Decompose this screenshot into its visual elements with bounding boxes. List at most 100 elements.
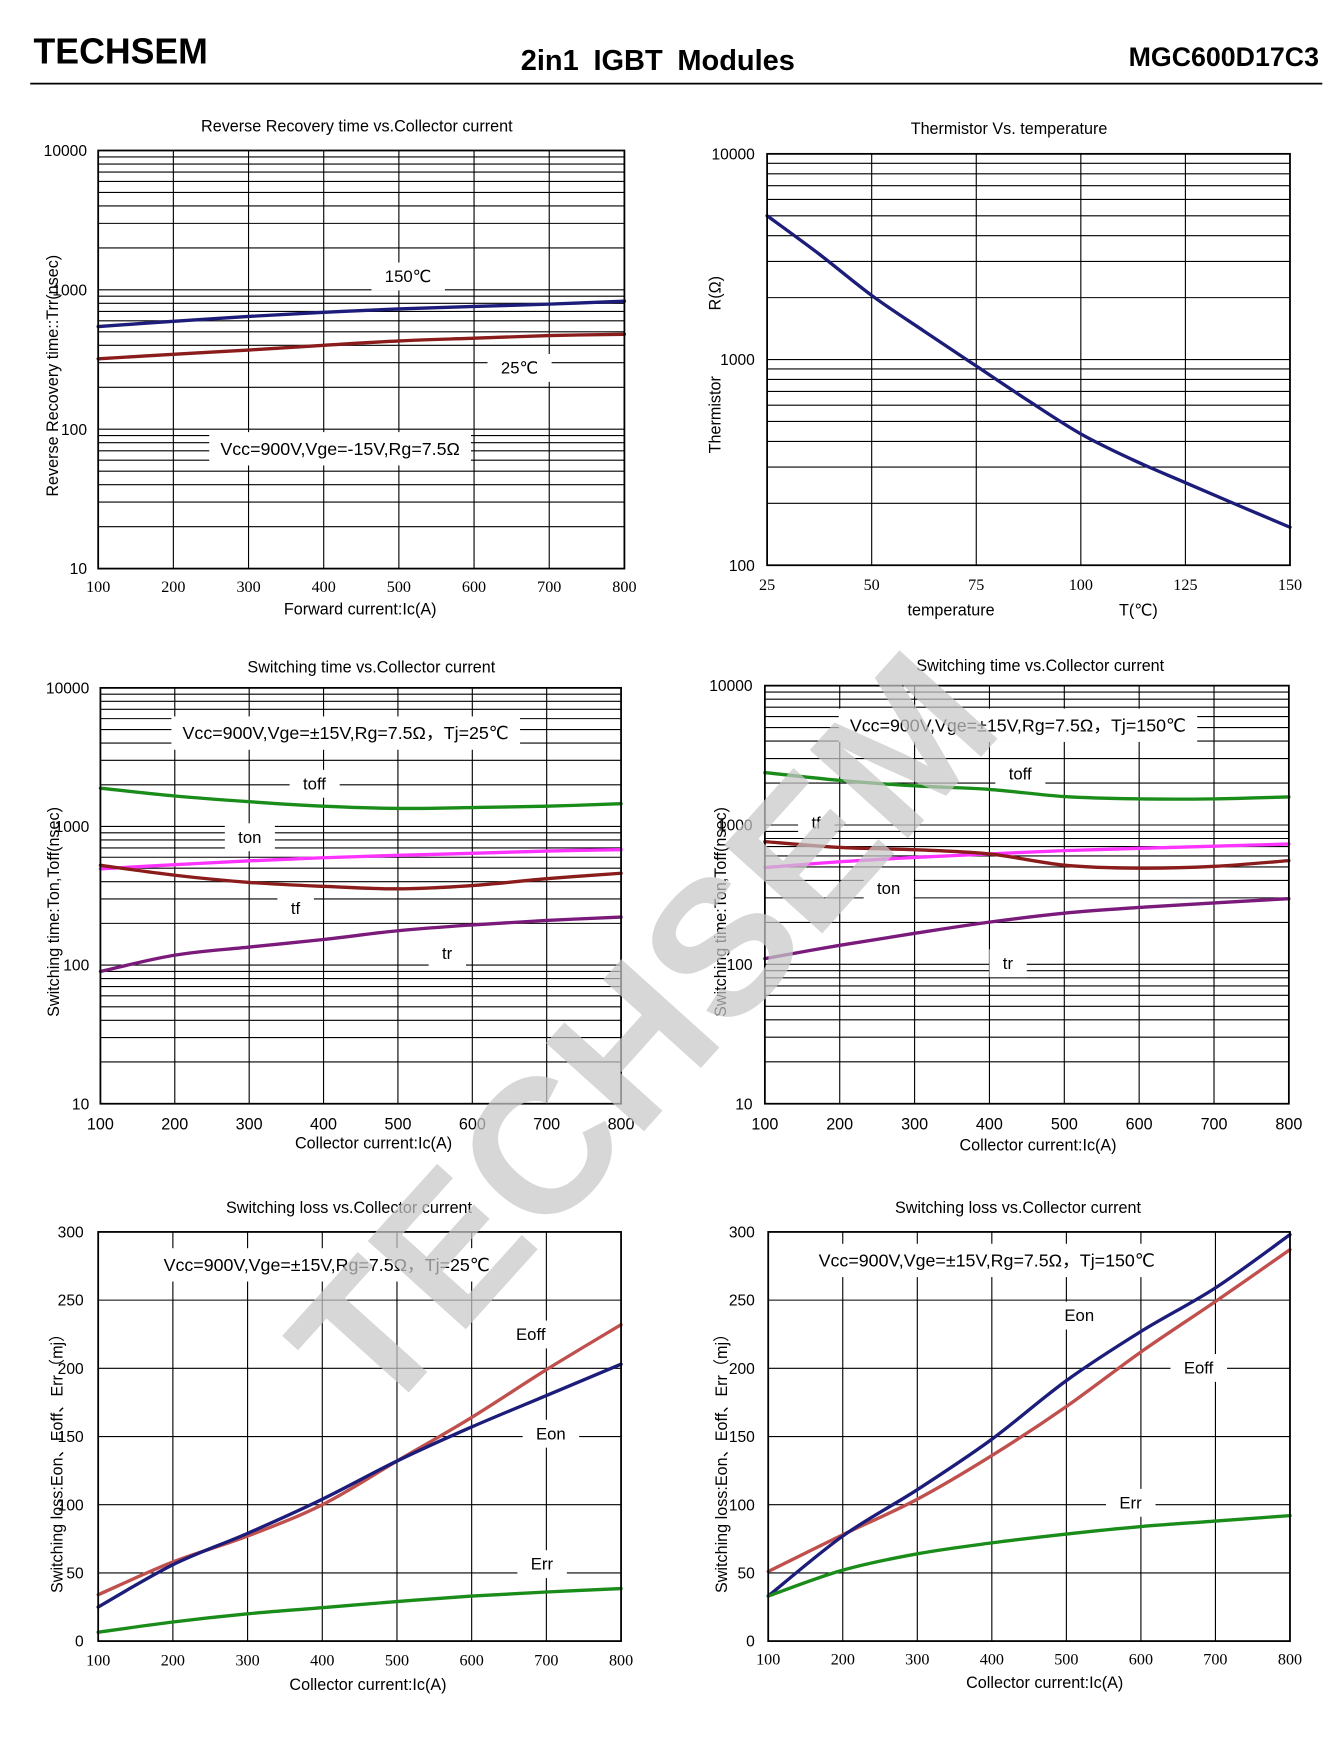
label-backdrop [502,1320,560,1349]
x-tick-label: 75 [968,577,984,594]
y-tick-label: 10000 [711,146,755,163]
chart-3-label-backdrops [171,716,521,968]
y-tick-label: 1000 [718,818,753,835]
chart-3-grid [99,687,622,1105]
x-tick-label: 600 [459,1115,486,1133]
label-backdrop [487,353,552,382]
chart-5-series [96,1323,623,1634]
y-tick-label: 150 [58,1429,84,1446]
plot-frame [767,1231,1291,1642]
y-tick-label: 100 [729,558,755,575]
y-tick-label: 1000 [52,282,87,299]
series-label-tr: tr [1003,954,1014,973]
series-line-curve [765,214,1292,529]
series-line-tr [763,897,1291,961]
chart-title: Switching loss vs.Collector current [895,1199,1142,1217]
series-label-tf: tf [812,813,822,832]
label-backdrop [171,716,521,750]
y-tick-label: 300 [729,1225,755,1242]
y-tick-label: 50 [737,1565,755,1582]
x-tick-label: 300 [905,1651,929,1668]
label-backdrop [224,823,275,852]
y-tick-label: 300 [58,1225,84,1242]
x-axis-unit: T(℃) [1119,601,1158,619]
chart-title: Thermistor Vs. temperature [911,120,1108,138]
x-tick-label: 400 [980,1651,1004,1668]
page-header: TECHSEM 2in1 IGBT Modules MGC600D17C3 [30,32,1323,85]
x-tick-label: 800 [609,1653,633,1670]
label-backdrop [798,808,835,837]
y-axis-label: Switching time:Ton,Toff(nsec) [712,807,730,1017]
y-tick-label: 250 [729,1293,755,1310]
test-conditions: Vcc=900V,Vge=±15V,Rg=7.5Ω，Tj=150℃ [850,715,1186,735]
x-tick-label: 500 [384,1115,411,1133]
x-tick-label: 600 [460,1653,484,1670]
y-tick-label: 50 [66,1565,84,1582]
y-tick-label: 10000 [44,143,88,160]
series-line-eoff [96,1323,623,1597]
chart-title: Switching loss vs.Collector current [226,1199,473,1217]
label-backdrop [1051,1301,1108,1330]
x-tick-label: 150 [1278,577,1302,594]
x-tick-label: 100 [751,1115,778,1133]
x-tick-label: 500 [387,579,411,596]
chart-4: 10000 1000 100 10 100 200 300 400 500 600 700 800 Sw… [709,657,1302,1154]
chart-2-series [765,214,1292,529]
y-tick-label: 10 [72,1096,90,1113]
chart-title: Reverse Recovery time vs.Collector curre… [201,118,513,136]
x-tick-label: 600 [1129,1651,1153,1668]
x-tick-label: 125 [1173,577,1197,594]
label-backdrop [838,708,1198,742]
label-backdrop [522,1419,580,1448]
series-line-toff [763,770,1291,801]
x-tick-label: 700 [533,1115,560,1133]
label-backdrop [428,939,466,968]
label-backdrop [371,262,445,291]
series-label-eoff: Eoff [1184,1359,1214,1378]
test-conditions: Vcc=900V,Vge=±15V,Rg=7.5Ω，Tj=25℃ [183,723,509,743]
series-line-ton [98,848,623,871]
y-axis-label: Reverse Recovery time::Trr(nsec) [44,255,62,497]
series-line-err [96,1586,623,1634]
plot-frame [99,686,622,1105]
x-tick-label: 300 [236,579,260,596]
test-conditions: Vcc=900V,Vge=-15V,Rg=7.5Ω [220,439,460,459]
label-backdrop [289,769,340,798]
x-axis-label: temperature [908,601,995,619]
x-tick-label: 100 [86,579,110,596]
brand-name: TECHSEM [34,32,208,72]
x-tick-label: 600 [1126,1115,1153,1133]
label-backdrop [863,874,914,903]
plot-frame [763,684,1290,1105]
x-axis-label: Forward current:Ic(A) [284,600,437,618]
series-line-tf [763,839,1291,870]
x-tick-label: 700 [537,579,561,596]
series-label-150c: 150℃ [385,267,432,286]
series-label-toff: toff [1009,764,1032,783]
x-tick-label: 25 [759,577,775,594]
chart-4-text: 10000 1000 100 10 100 200 300 400 500 600 700 800 Sw… [709,657,1302,1154]
y-tick-label: 100 [727,957,753,974]
chart-4-series [763,770,1291,961]
chart-title: Switching time vs.Collector current [247,658,495,676]
y-tick-label: 0 [75,1634,84,1651]
y-axis-label: Switching time:Ton,Toff(nsec) [45,807,63,1017]
y-tick-label: 250 [58,1293,84,1310]
x-tick-label: 100 [87,1115,114,1133]
x-tick-label: 400 [310,1653,334,1670]
label-backdrop [209,432,471,466]
test-conditions: Vcc=900V,Vge=±15V,Rg=7.5Ω，Tj=150℃ [819,1250,1155,1270]
chart-1-series [96,299,627,361]
series-label-eon: Eon [536,1424,566,1443]
x-tick-label: 800 [1275,1115,1302,1133]
y-tick-label: 0 [746,1634,755,1651]
x-tick-label: 700 [1201,1115,1228,1133]
series-line-tf [98,863,623,891]
label-backdrop [807,1243,1167,1278]
chart-4-label-backdrops [798,708,1198,978]
series-label-tr: tr [442,944,453,963]
series-label-err: Err [531,1555,554,1574]
